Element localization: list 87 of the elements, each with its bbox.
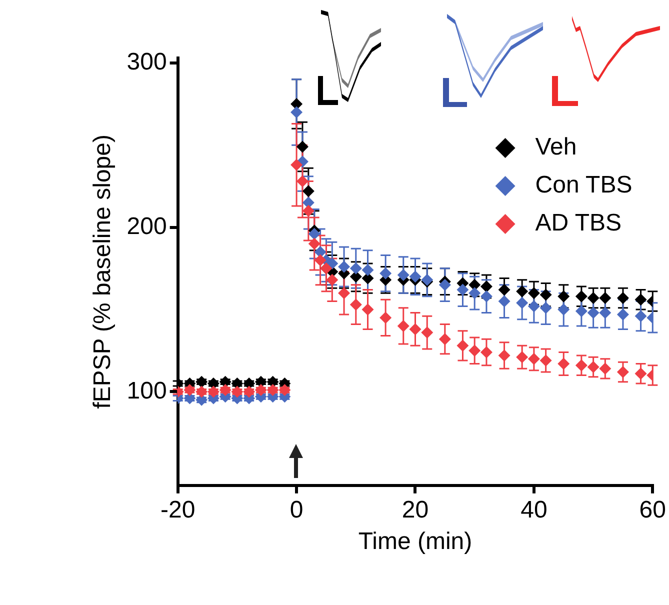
x-tick-label: 20 (402, 496, 429, 524)
point (616, 366, 629, 378)
point (338, 287, 350, 300)
point (540, 354, 552, 366)
point (528, 352, 540, 365)
point (362, 264, 374, 276)
point (599, 292, 612, 304)
x-axis-title: Time (min) (358, 528, 472, 556)
point (243, 386, 256, 398)
point (338, 260, 350, 273)
point (397, 268, 410, 281)
x-tick-label: 0 (290, 496, 304, 524)
point (587, 361, 600, 374)
point (409, 270, 422, 283)
point (231, 386, 244, 398)
x-tick-label: 60 (639, 496, 666, 524)
point (219, 384, 232, 396)
point (558, 304, 570, 316)
point (397, 320, 410, 332)
point (498, 350, 510, 362)
point (498, 284, 510, 296)
point (468, 287, 481, 300)
legend-label: AD TBS (535, 210, 622, 237)
legend-label: Veh (535, 134, 577, 161)
point (480, 290, 492, 302)
point (498, 295, 510, 308)
point (558, 358, 570, 370)
point (516, 296, 528, 309)
point (254, 384, 267, 396)
legend-label: Con TBS (535, 172, 632, 199)
y-tick-label: 200 (126, 212, 167, 240)
point (266, 384, 279, 396)
point (326, 274, 338, 286)
point (380, 267, 392, 280)
point (207, 377, 220, 390)
point (516, 285, 528, 298)
point (409, 323, 422, 336)
point (302, 204, 314, 217)
point (575, 290, 588, 302)
point (456, 284, 469, 296)
y-tick-label: 300 (126, 48, 167, 76)
point (290, 158, 303, 171)
point (616, 292, 629, 304)
point (480, 346, 492, 358)
point (634, 368, 647, 380)
point (599, 362, 612, 375)
point (634, 310, 647, 322)
point (196, 386, 208, 398)
point (362, 304, 374, 316)
x-tick-label: -20 (160, 496, 196, 524)
point (314, 254, 326, 266)
point (296, 140, 308, 153)
point (207, 386, 220, 398)
point (575, 359, 588, 372)
point (308, 228, 320, 240)
point (438, 333, 451, 346)
point (438, 278, 451, 291)
point (575, 305, 588, 318)
point (587, 306, 600, 319)
point (350, 298, 362, 311)
point (196, 376, 208, 388)
point (528, 300, 540, 312)
point (456, 340, 469, 352)
point (599, 306, 612, 319)
point (587, 292, 600, 304)
point (634, 294, 647, 306)
point (308, 238, 320, 250)
point (540, 288, 552, 301)
point (350, 262, 362, 274)
point (421, 326, 434, 339)
point (480, 280, 492, 292)
point (528, 287, 540, 300)
point (516, 351, 528, 364)
point (296, 175, 308, 188)
point (616, 308, 629, 320)
y-axis-title: fEPSP (% baseline slope) (89, 134, 116, 409)
y-tick-label: 100 (126, 377, 167, 404)
point (290, 106, 303, 118)
x-tick-label: 40 (520, 496, 548, 524)
point (184, 384, 196, 396)
point (302, 185, 314, 198)
point (243, 377, 256, 390)
point (468, 344, 481, 357)
point (380, 312, 392, 324)
point (558, 290, 570, 302)
point (231, 377, 244, 390)
point (540, 302, 552, 314)
